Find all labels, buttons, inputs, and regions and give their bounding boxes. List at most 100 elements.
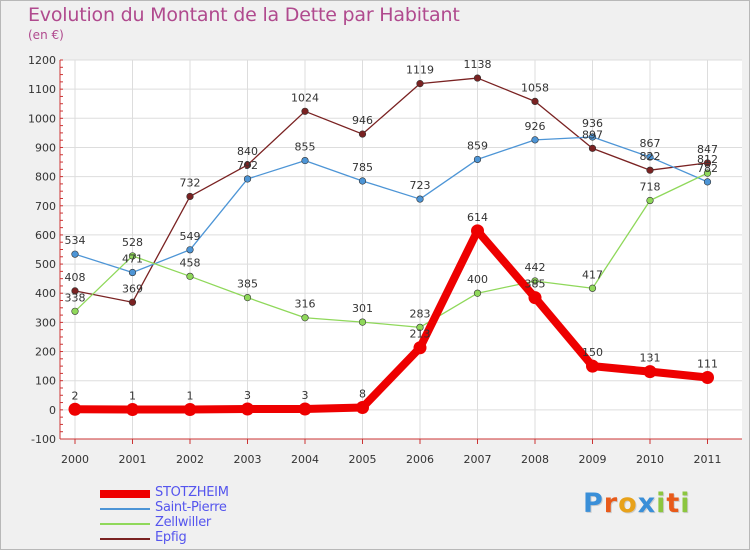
data-label: 723 bbox=[410, 179, 431, 192]
data-label: 3 bbox=[302, 389, 309, 402]
data-point bbox=[71, 250, 79, 258]
x-tick-label: 2005 bbox=[349, 453, 377, 466]
data-point bbox=[243, 294, 252, 302]
chart-subtitle: (en €) bbox=[28, 28, 64, 42]
logo-letter: P bbox=[583, 488, 604, 519]
legend-label: Zellwiller bbox=[155, 515, 211, 530]
chart-title: Evolution du Montant de la Dette par Hab… bbox=[28, 4, 460, 26]
data-point bbox=[588, 284, 597, 292]
data-label: 1138 bbox=[464, 58, 492, 71]
logo-letter: i bbox=[656, 488, 667, 519]
x-tick-label: 2001 bbox=[119, 453, 147, 466]
y-tick-label: 500 bbox=[35, 258, 56, 271]
data-label: 316 bbox=[295, 298, 316, 311]
data-point bbox=[128, 298, 137, 306]
y-tick-label: 800 bbox=[35, 171, 56, 184]
data-point bbox=[301, 107, 309, 115]
data-label: 946 bbox=[352, 114, 373, 127]
data-point bbox=[241, 402, 254, 416]
legend-label: Saint-Pierre bbox=[155, 500, 227, 515]
y-tick-label: 1200 bbox=[28, 54, 56, 67]
data-point bbox=[71, 287, 79, 295]
data-label: 385 bbox=[237, 278, 258, 291]
data-label: 283 bbox=[410, 307, 431, 320]
data-point bbox=[71, 307, 79, 315]
data-label: 369 bbox=[122, 282, 143, 295]
data-label: 732 bbox=[180, 176, 201, 189]
plot-area bbox=[60, 60, 742, 439]
data-point bbox=[358, 318, 367, 326]
data-point bbox=[643, 365, 657, 379]
x-tick-label: 2003 bbox=[234, 453, 262, 466]
series-line-epfig bbox=[74, 77, 709, 303]
data-label: 549 bbox=[180, 230, 201, 243]
data-label: 213 bbox=[410, 328, 431, 341]
data-label: 1 bbox=[187, 390, 194, 403]
x-tick-label: 2004 bbox=[291, 453, 319, 466]
data-label: 792 bbox=[237, 159, 258, 172]
data-label: 897 bbox=[582, 128, 603, 141]
data-label: 1024 bbox=[291, 91, 319, 104]
data-point bbox=[126, 403, 139, 417]
data-label: 822 bbox=[640, 150, 661, 163]
x-tick-label: 2009 bbox=[579, 453, 607, 466]
data-label: 855 bbox=[295, 141, 316, 154]
data-point bbox=[186, 272, 194, 280]
data-point bbox=[646, 166, 654, 174]
y-tick-label: 100 bbox=[35, 375, 56, 388]
data-point bbox=[473, 289, 482, 297]
data-point bbox=[471, 224, 484, 238]
y-tick-label: 400 bbox=[35, 287, 56, 300]
data-label: 782 bbox=[697, 162, 718, 175]
logo-letter: x bbox=[637, 488, 657, 519]
data-point bbox=[243, 175, 252, 183]
x-tick-label: 2007 bbox=[464, 453, 492, 466]
data-point bbox=[473, 155, 482, 164]
data-label: 1058 bbox=[521, 81, 549, 94]
data-point bbox=[703, 178, 712, 186]
data-label: 442 bbox=[525, 261, 546, 274]
data-point bbox=[186, 246, 194, 254]
proxiti-logo: Proxiti bbox=[583, 488, 691, 519]
data-label: 3 bbox=[244, 389, 251, 402]
legend-swatch bbox=[100, 508, 150, 510]
data-label: 936 bbox=[582, 117, 603, 130]
data-label: 400 bbox=[467, 273, 488, 286]
y-tick-label: 200 bbox=[35, 346, 56, 359]
x-tick-label: 2000 bbox=[61, 453, 89, 466]
y-tick-label: 900 bbox=[35, 141, 56, 154]
data-label: 471 bbox=[122, 253, 143, 266]
logo-letter: t bbox=[666, 488, 681, 519]
data-label: 785 bbox=[352, 161, 373, 174]
data-label: 1 bbox=[129, 390, 136, 403]
x-tick-label: 2006 bbox=[406, 453, 434, 466]
data-point bbox=[646, 153, 654, 161]
data-point bbox=[646, 196, 654, 205]
data-label: 840 bbox=[237, 145, 258, 158]
axis-layer: -100 0 100 200 300 400 500 600 700 800 900 1000 1100… bbox=[28, 54, 742, 466]
series-line-stotzheim bbox=[71, 226, 712, 414]
data-point bbox=[183, 403, 197, 417]
data-point bbox=[301, 314, 309, 322]
data-point bbox=[586, 359, 599, 373]
data-label: 417 bbox=[582, 268, 603, 281]
data-point bbox=[416, 80, 424, 88]
y-tick-label: 300 bbox=[35, 316, 56, 329]
data-point bbox=[531, 136, 539, 144]
data-point bbox=[358, 177, 367, 185]
legend-swatch bbox=[100, 490, 150, 498]
data-point bbox=[701, 370, 714, 384]
data-label: 338 bbox=[65, 291, 86, 304]
data-point bbox=[473, 74, 482, 82]
data-label: 718 bbox=[640, 181, 661, 194]
logo-letter: r bbox=[603, 488, 619, 519]
data-point bbox=[703, 159, 712, 167]
data-point bbox=[416, 195, 424, 203]
logo-letter: i bbox=[680, 488, 691, 519]
data-label: 812 bbox=[697, 153, 718, 166]
legend-swatch bbox=[100, 538, 150, 540]
legend-label: Epfig bbox=[155, 530, 187, 545]
data-point bbox=[298, 402, 312, 416]
